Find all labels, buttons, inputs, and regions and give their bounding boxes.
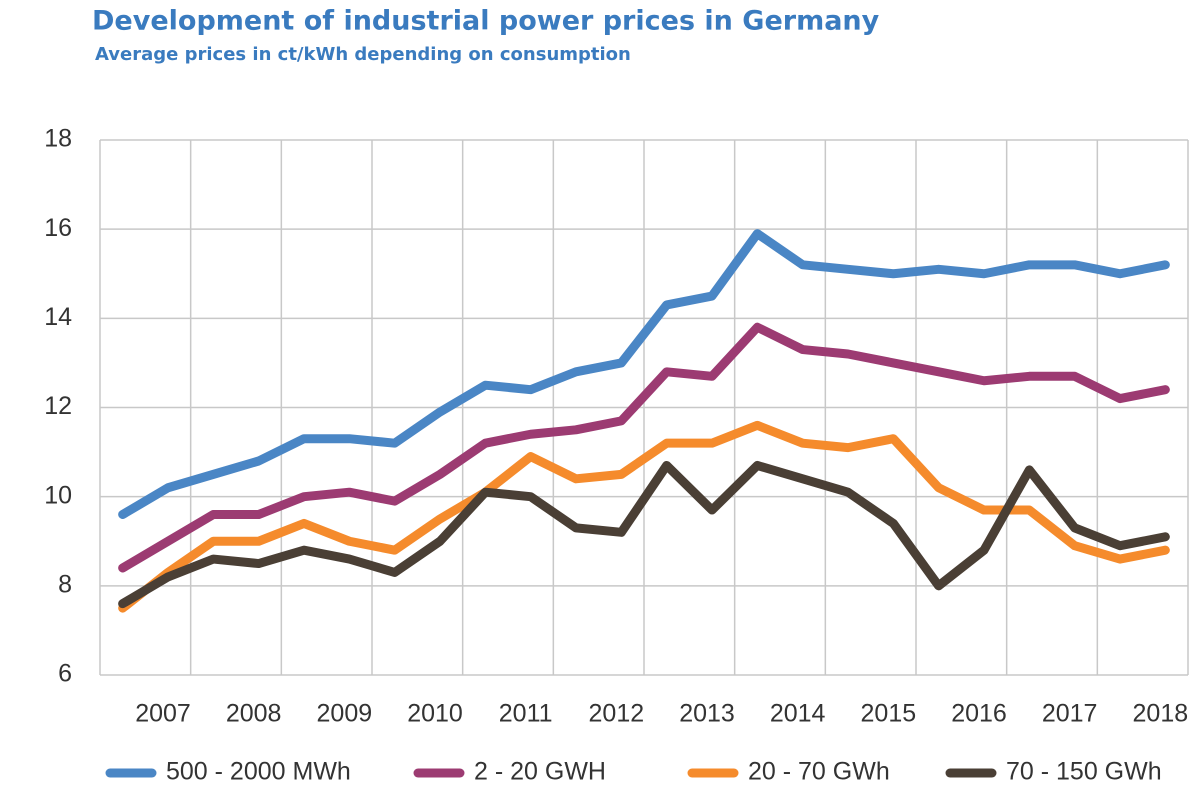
x-tick-label: 2009 [317,700,373,728]
x-tick-label: 2014 [770,700,826,728]
series-line [118,229,1170,519]
x-tick-label: 2011 [499,700,553,728]
x-tick-label: 2007 [135,700,191,728]
x-tick-label: 2010 [407,700,463,728]
y-tick-label: 12 [44,392,72,420]
y-tick-label: 10 [44,481,72,509]
legend-label: 2 - 20 GWH [474,758,606,786]
series-line [118,460,1170,609]
y-tick-label: 18 [44,125,72,153]
x-tick-label: 2015 [861,700,917,728]
chart-title: Development of industrial power prices i… [92,6,880,37]
series-line [118,322,1170,573]
y-tick-label: 16 [44,214,72,242]
legend-label: 70 - 150 GWh [1006,758,1162,786]
x-tick-label: 2017 [1042,700,1098,728]
legend-label: 500 - 2000 MWh [166,758,351,786]
y-tick-label: 8 [58,570,72,598]
x-tick-label: 2013 [679,700,735,728]
x-tick-label: 2012 [589,700,645,728]
y-tick-label: 14 [44,303,72,331]
y-tick-label: 6 [58,660,72,688]
x-tick-label: 2016 [951,700,1007,728]
legend-label: 20 - 70 GWh [748,758,890,786]
series-line [118,420,1170,613]
x-tick-label: 2018 [1133,700,1189,728]
chart-subtitle: Average prices in ct/kWh depending on co… [95,44,631,65]
x-tick-label: 2008 [226,700,282,728]
